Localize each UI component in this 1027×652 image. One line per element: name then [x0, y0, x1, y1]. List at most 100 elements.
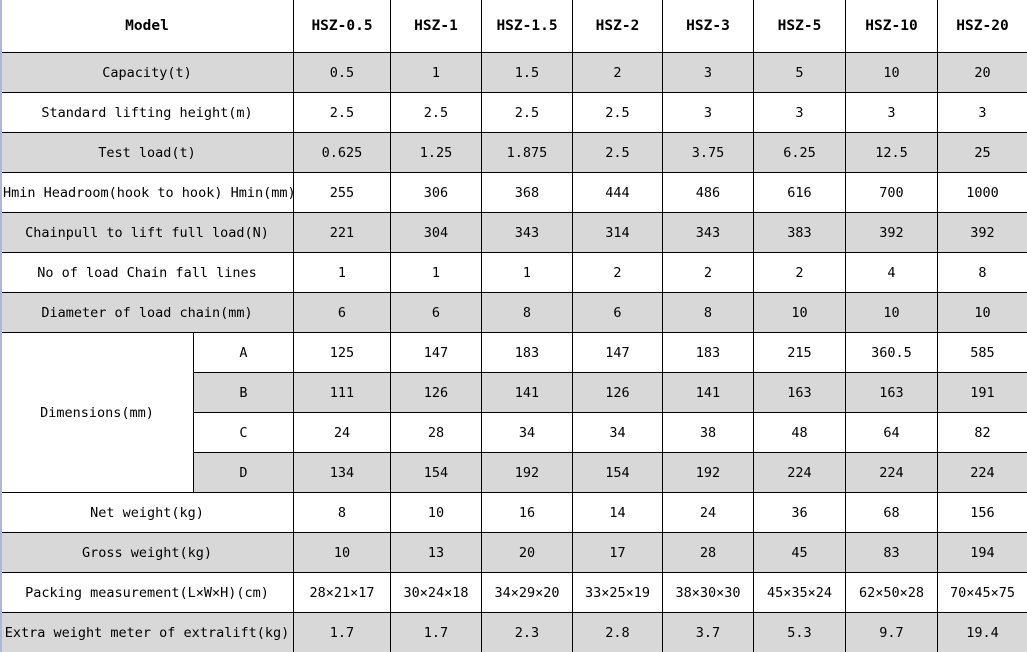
cell: 25	[937, 132, 1027, 173]
cell: 33×25×19	[572, 572, 663, 613]
cell: 1	[390, 252, 482, 293]
column-header-hsz-1: HSZ-1	[390, 0, 482, 53]
window-left-edge	[0, 0, 2, 652]
row-chain-fall-lines: No of load Chain fall lines 1 1 1 2 2 2 …	[0, 252, 1027, 293]
row-label: Gross weight(kg)	[0, 532, 294, 573]
cell: 154	[572, 452, 663, 493]
cell: 2.5	[293, 92, 391, 133]
column-header-hsz-10: HSZ-10	[845, 0, 938, 53]
cell: 10	[390, 492, 482, 533]
cell: 82	[937, 412, 1027, 453]
column-header-hsz-1-5: HSZ-1.5	[481, 0, 573, 53]
table-header-row: Model HSZ-0.5 HSZ-1 HSZ-1.5 HSZ-2 HSZ-3 …	[0, 0, 1027, 53]
cell: 45	[753, 532, 846, 573]
row-label: Packing measurement(L×W×H)(cm)	[0, 572, 294, 613]
row-extra-weight: Extra weight meter of extralift(kg) 1.7 …	[0, 612, 1027, 652]
cell: 700	[845, 172, 938, 213]
cell: 1.25	[390, 132, 482, 173]
cell: 125	[293, 332, 391, 373]
cell: 126	[390, 372, 482, 413]
dimension-sublabel: B	[193, 372, 294, 413]
cell: 304	[390, 212, 482, 253]
cell: 3.75	[662, 132, 754, 173]
cell: 224	[753, 452, 846, 493]
cell: 10	[937, 292, 1027, 333]
cell: 154	[390, 452, 482, 493]
cell: 24	[293, 412, 391, 453]
cell: 486	[662, 172, 754, 213]
cell: 360.5	[845, 332, 938, 373]
cell: 64	[845, 412, 938, 453]
cell: 2.3	[481, 612, 573, 652]
cell: 616	[753, 172, 846, 213]
cell: 5.3	[753, 612, 846, 652]
cell: 141	[481, 372, 573, 413]
cell: 192	[481, 452, 573, 493]
cell: 194	[937, 532, 1027, 573]
cell: 30×24×18	[390, 572, 482, 613]
cell: 70×45×75	[937, 572, 1027, 613]
cell: 224	[845, 452, 938, 493]
dimensions-label: Dimensions(mm)	[0, 332, 194, 493]
cell: 48	[753, 412, 846, 453]
cell: 1	[293, 252, 391, 293]
cell: 13	[390, 532, 482, 573]
cell: 183	[662, 332, 754, 373]
cell: 1.7	[390, 612, 482, 652]
row-headroom: Hmin Headroom(hook to hook) Hmin(mm) 255…	[0, 172, 1027, 213]
row-packing-measurement: Packing measurement(L×W×H)(cm) 28×21×17 …	[0, 572, 1027, 613]
cell: 20	[481, 532, 573, 573]
cell: 28×21×17	[293, 572, 391, 613]
cell: 163	[845, 372, 938, 413]
row-label: Extra weight meter of extralift(kg)	[0, 612, 294, 652]
cell: 191	[937, 372, 1027, 413]
cell: 16	[481, 492, 573, 533]
cell: 192	[662, 452, 754, 493]
row-label: Chainpull to lift full load(N)	[0, 212, 294, 253]
cell: 111	[293, 372, 391, 413]
cell: 6	[390, 292, 482, 333]
cell: 147	[572, 332, 663, 373]
cell: 8	[293, 492, 391, 533]
row-label: Test load(t)	[0, 132, 294, 173]
cell: 2.8	[572, 612, 663, 652]
cell: 20	[937, 52, 1027, 93]
cell: 34×29×20	[481, 572, 573, 613]
row-label: Capacity(t)	[0, 52, 294, 93]
cell: 183	[481, 332, 573, 373]
cell: 0.625	[293, 132, 391, 173]
row-capacity: Capacity(t) 0.5 1 1.5 2 3 5 10 20	[0, 52, 1027, 93]
cell: 19.4	[937, 612, 1027, 652]
row-standard-lifting-height: Standard lifting height(m) 2.5 2.5 2.5 2…	[0, 92, 1027, 133]
row-label: Diameter of load chain(mm)	[0, 292, 294, 333]
cell: 163	[753, 372, 846, 413]
cell: 1.875	[481, 132, 573, 173]
cell: 141	[662, 372, 754, 413]
cell: 2.5	[481, 92, 573, 133]
row-label: Hmin Headroom(hook to hook) Hmin(mm)	[0, 172, 294, 213]
cell: 392	[845, 212, 938, 253]
column-header-hsz-0-5: HSZ-0.5	[293, 0, 391, 53]
cell: 3	[937, 92, 1027, 133]
row-test-load: Test load(t) 0.625 1.25 1.875 2.5 3.75 6…	[0, 132, 1027, 173]
cell: 10	[293, 532, 391, 573]
row-chain-diameter: Diameter of load chain(mm) 6 6 8 6 8 10 …	[0, 292, 1027, 333]
cell: 2	[572, 252, 663, 293]
cell: 34	[481, 412, 573, 453]
cell: 444	[572, 172, 663, 213]
cell: 368	[481, 172, 573, 213]
cell: 45×35×24	[753, 572, 846, 613]
cell: 2.5	[390, 92, 482, 133]
row-label: No of load Chain fall lines	[0, 252, 294, 293]
cell: 224	[937, 452, 1027, 493]
cell: 14	[572, 492, 663, 533]
cell: 36	[753, 492, 846, 533]
cell: 1000	[937, 172, 1027, 213]
cell: 10	[845, 292, 938, 333]
model-header-cell: Model	[0, 0, 294, 53]
column-header-hsz-5: HSZ-5	[753, 0, 846, 53]
row-dimension-a: Dimensions(mm) A 125 147 183 147 183 215…	[0, 332, 1027, 493]
cell: 2	[662, 252, 754, 293]
